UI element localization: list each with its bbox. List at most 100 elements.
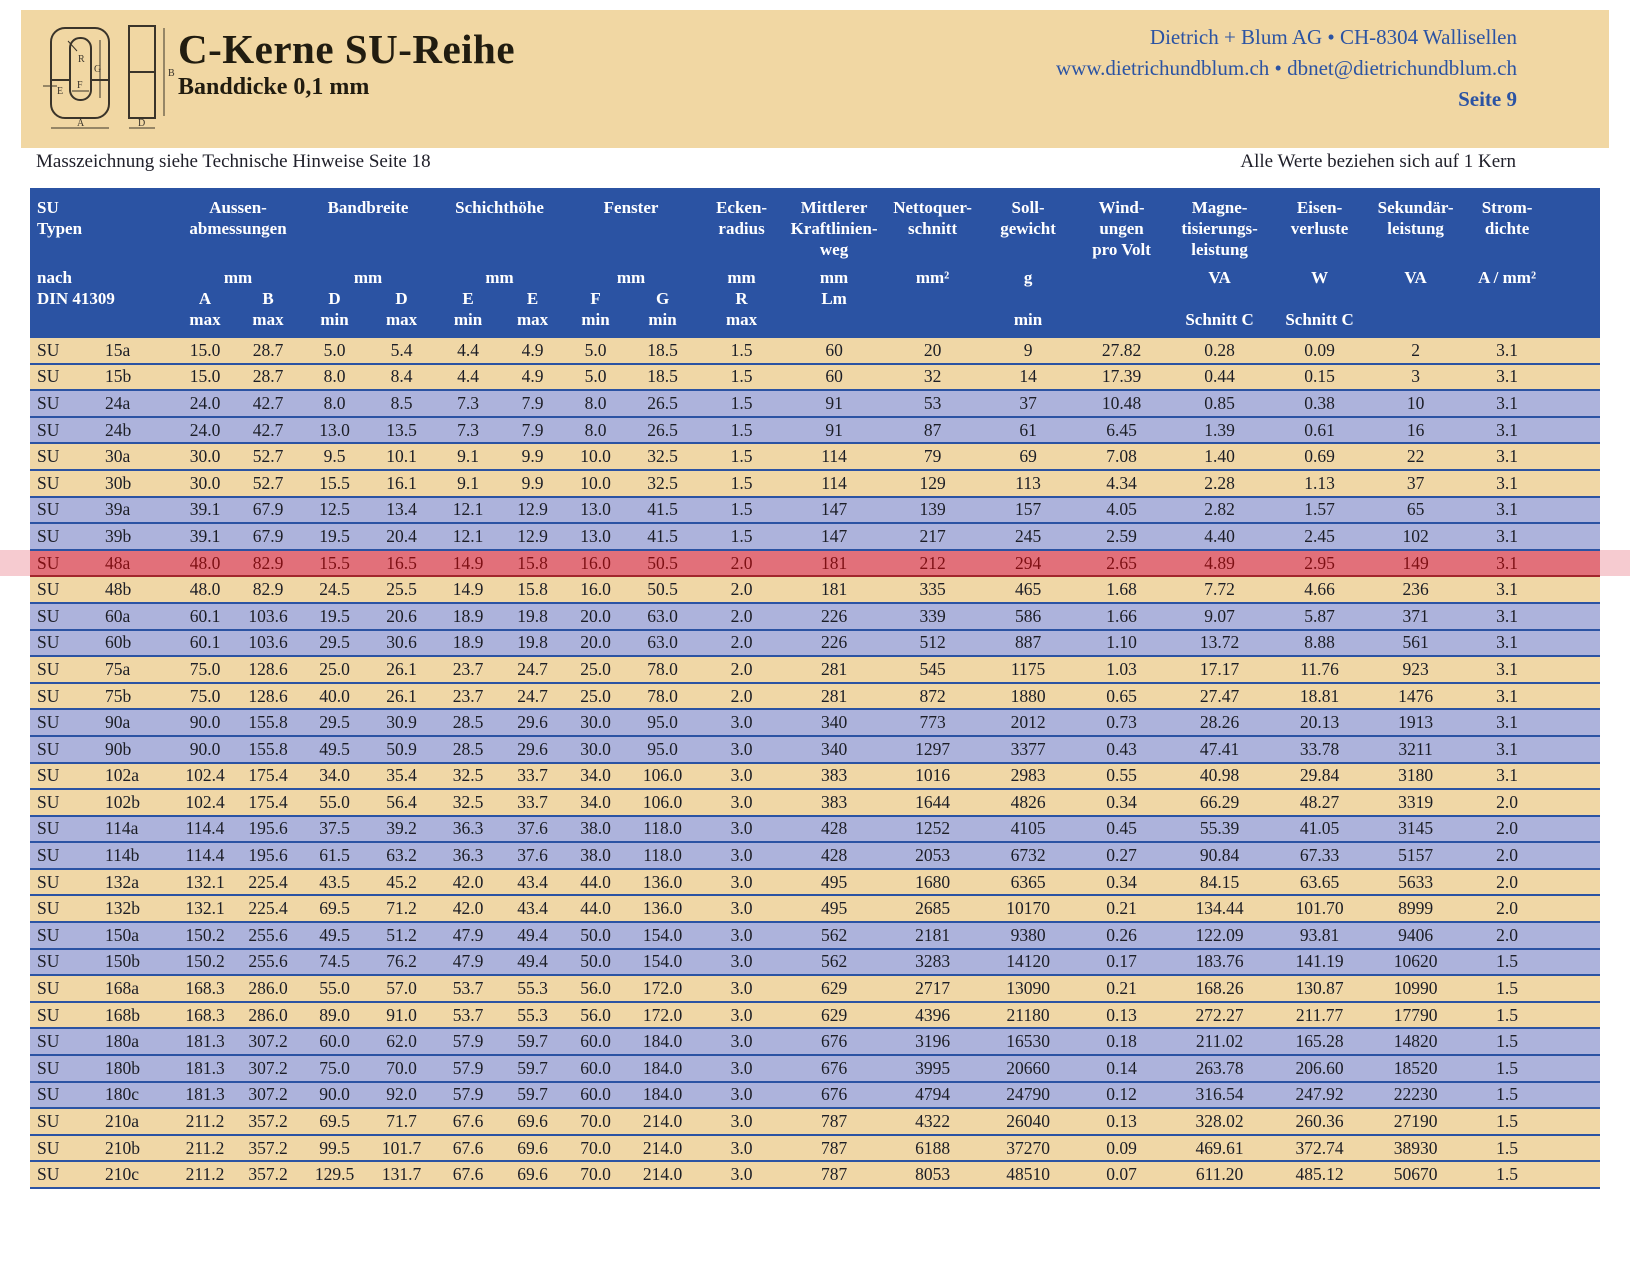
cell: 60.0 <box>564 1081 628 1110</box>
cell: 3180 <box>1369 762 1463 791</box>
cell: 0.21 <box>1074 975 1170 1003</box>
cell: 20660 <box>982 1055 1075 1083</box>
cell: 7.3 <box>435 416 502 445</box>
cell-type-prefix: SU <box>30 815 80 844</box>
cell: 69 <box>982 443 1075 471</box>
cell: 29.6 <box>501 735 565 764</box>
cell: 75.0 <box>175 682 236 711</box>
cell: 281 <box>785 682 884 711</box>
column-header: D <box>301 288 369 309</box>
cell: 60.1 <box>175 602 236 631</box>
cell: 71.2 <box>368 895 436 924</box>
column-header: Mittlerer Kraftlinien- weg <box>785 188 884 267</box>
cell: 32.5 <box>435 762 502 791</box>
cell: 0.34 <box>1074 789 1170 817</box>
table-row: SU 90b 90.0 155.8 49.5 50.9 28.5 29.6 30.0 95.0 3.… <box>30 735 1601 764</box>
cell: 8999 <box>1369 895 1463 924</box>
cell: 91.0 <box>368 1001 436 1030</box>
cell: 168.3 <box>175 975 236 1003</box>
cell: 2.95 <box>1270 549 1370 578</box>
cell: 71.7 <box>368 1108 436 1136</box>
cell-filler <box>1552 549 1601 578</box>
cell: 2.82 <box>1169 496 1271 525</box>
cell: 1.5 <box>1462 1108 1553 1136</box>
cell: 22230 <box>1369 1081 1463 1110</box>
cell: 28.7 <box>235 338 302 365</box>
cell-type-prefix: SU <box>30 842 80 870</box>
cell: 0.27 <box>1074 842 1170 870</box>
cell: 1.5 <box>698 363 786 392</box>
cell: 4322 <box>883 1108 983 1136</box>
cell-type-size: 102b <box>80 789 176 817</box>
cell: 102.4 <box>175 762 236 791</box>
cell: 8053 <box>883 1161 983 1189</box>
cell: 1.5 <box>1462 1055 1553 1083</box>
cell: 0.26 <box>1074 922 1170 950</box>
note-masszeichnung: Masszeichnung siehe Technische Hinweise … <box>36 151 431 172</box>
cell: 1.5 <box>1462 1161 1553 1189</box>
cell: 611.20 <box>1169 1161 1271 1189</box>
cell: 307.2 <box>235 1055 302 1083</box>
cell: 6732 <box>982 842 1075 870</box>
cell: 69.5 <box>301 895 369 924</box>
cell: 114 <box>785 469 884 498</box>
cell-type-size: 39a <box>80 496 176 525</box>
cell: 495 <box>785 868 884 897</box>
cell: 7.9 <box>501 416 565 445</box>
cell: 1.13 <box>1270 469 1370 498</box>
cell: 787 <box>785 1134 884 1163</box>
cell: 7.9 <box>501 390 565 418</box>
cell: 1.5 <box>1462 1081 1553 1110</box>
column-header <box>883 288 983 309</box>
table-row: SU 48b 48.0 82.9 24.5 25.5 14.9 15.8 16.0 50.5 2.0… <box>30 576 1601 604</box>
company-web-email: www.dietrichundblum.ch • dbnet@dietrichu… <box>1056 56 1517 80</box>
cell: 15.0 <box>175 363 236 392</box>
cell: 26.5 <box>627 416 699 445</box>
cell: 3.0 <box>698 1161 786 1189</box>
table-row: SU 114b 114.4 195.6 61.5 63.2 36.3 37.6 38.0 118.… <box>30 842 1601 870</box>
cell-filler <box>1552 1108 1601 1136</box>
cell: 5157 <box>1369 842 1463 870</box>
column-header <box>1552 309 1601 338</box>
cell-type-size: 180c <box>80 1081 176 1110</box>
cell: 10.48 <box>1074 390 1170 418</box>
cell-type-prefix: SU <box>30 576 80 604</box>
cell: 70.0 <box>564 1161 628 1189</box>
cell: 24.5 <box>301 576 369 604</box>
cell: 3995 <box>883 1055 983 1083</box>
cell: 13.4 <box>368 496 436 525</box>
cell: 26.1 <box>368 682 436 711</box>
cell: 8.0 <box>301 390 369 418</box>
cell: 50.5 <box>627 576 699 604</box>
cell: 20.6 <box>368 602 436 631</box>
cell-filler <box>1552 1081 1601 1110</box>
column-header <box>1552 267 1601 288</box>
cell: 6365 <box>982 868 1075 897</box>
cell: 56.0 <box>564 1001 628 1030</box>
cell-type-prefix: SU <box>30 975 80 1003</box>
cell: 9 <box>982 338 1075 365</box>
cell-type-size: 150b <box>80 948 176 977</box>
cell-type-prefix: SU <box>30 709 80 737</box>
column-header: Magne- tisierungs- leistung <box>1169 188 1271 267</box>
cell: 2.0 <box>1462 842 1553 870</box>
diagram-label-f: F <box>77 80 83 91</box>
cell: 43.4 <box>501 868 565 897</box>
cell: 1297 <box>883 735 983 764</box>
cell: 676 <box>785 1055 884 1083</box>
cell: 113 <box>982 469 1075 498</box>
cell: 211.2 <box>175 1161 236 1189</box>
cell: 3377 <box>982 735 1075 764</box>
cell: 6.45 <box>1074 416 1170 445</box>
cell: 3.1 <box>1462 629 1553 658</box>
cell: 26040 <box>982 1108 1075 1136</box>
cell-type-size: 210c <box>80 1161 176 1189</box>
table-row: SU 15b 15.0 28.7 8.0 8.4 4.4 4.9 5.0 18.5 1.5 60 32 1… <box>30 363 1601 392</box>
cell: 0.45 <box>1074 815 1170 844</box>
cell: 103.6 <box>235 602 302 631</box>
cell: 60.0 <box>564 1055 628 1083</box>
cell: 38930 <box>1369 1134 1463 1163</box>
cell: 82.9 <box>235 549 302 578</box>
cell-type-prefix: SU <box>30 496 80 525</box>
